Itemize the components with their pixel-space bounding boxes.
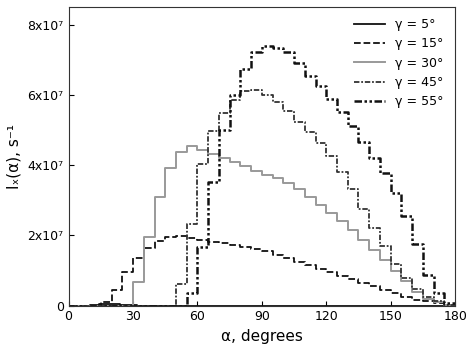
γ = 55° bbox=[291, 50, 297, 54]
γ = 15° bbox=[205, 238, 211, 242]
γ = 15° bbox=[66, 304, 72, 308]
γ = 55° bbox=[119, 304, 125, 308]
γ = 15° bbox=[119, 270, 125, 274]
γ = 45° bbox=[452, 303, 458, 307]
γ = 15° bbox=[173, 234, 179, 238]
γ = 5° bbox=[452, 304, 458, 308]
γ = 5° bbox=[410, 304, 415, 308]
Line: γ = 15°: γ = 15° bbox=[69, 236, 455, 306]
γ = 30° bbox=[291, 181, 297, 185]
γ = 30° bbox=[119, 304, 125, 308]
γ = 15° bbox=[313, 267, 319, 271]
γ = 5° bbox=[74, 304, 80, 308]
γ = 45° bbox=[119, 304, 125, 308]
γ = 45° bbox=[313, 141, 319, 145]
γ = 30° bbox=[334, 211, 340, 215]
γ = 45° bbox=[195, 162, 201, 166]
γ = 55° bbox=[452, 301, 458, 305]
γ = 30° bbox=[452, 303, 458, 307]
γ = 45° bbox=[163, 304, 168, 308]
γ = 15° bbox=[163, 239, 168, 243]
γ = 5° bbox=[147, 304, 153, 308]
Legend: γ = 5°, γ = 15°, γ = 30°, γ = 45°, γ = 55°: γ = 5°, γ = 15°, γ = 30°, γ = 45°, γ = 5… bbox=[349, 13, 449, 113]
γ = 5° bbox=[66, 304, 72, 308]
Line: γ = 45°: γ = 45° bbox=[69, 90, 455, 306]
γ = 30° bbox=[163, 195, 168, 199]
γ = 55° bbox=[334, 97, 340, 101]
γ = 45° bbox=[248, 88, 254, 92]
γ = 5° bbox=[439, 304, 445, 308]
Line: γ = 5°: γ = 5° bbox=[69, 304, 455, 306]
γ = 55° bbox=[259, 44, 264, 48]
γ = 5° bbox=[104, 302, 110, 306]
γ = 55° bbox=[313, 84, 319, 88]
γ = 55° bbox=[66, 304, 72, 308]
γ = 15° bbox=[334, 270, 340, 274]
Line: γ = 30°: γ = 30° bbox=[69, 146, 455, 306]
γ = 5° bbox=[113, 302, 118, 306]
γ = 30° bbox=[66, 304, 72, 308]
γ = 45° bbox=[334, 154, 340, 159]
γ = 45° bbox=[291, 108, 297, 113]
γ = 30° bbox=[313, 203, 319, 207]
X-axis label: α, degrees: α, degrees bbox=[221, 329, 303, 344]
Y-axis label: Iₓ(α), s⁻¹: Iₓ(α), s⁻¹ bbox=[7, 124, 22, 189]
γ = 30° bbox=[205, 148, 211, 152]
γ = 15° bbox=[452, 303, 458, 307]
γ = 55° bbox=[163, 304, 168, 308]
γ = 15° bbox=[291, 256, 297, 260]
γ = 30° bbox=[184, 144, 190, 148]
γ = 5° bbox=[216, 304, 222, 308]
Line: γ = 55°: γ = 55° bbox=[69, 46, 455, 306]
γ = 55° bbox=[195, 245, 201, 250]
γ = 45° bbox=[66, 304, 72, 308]
